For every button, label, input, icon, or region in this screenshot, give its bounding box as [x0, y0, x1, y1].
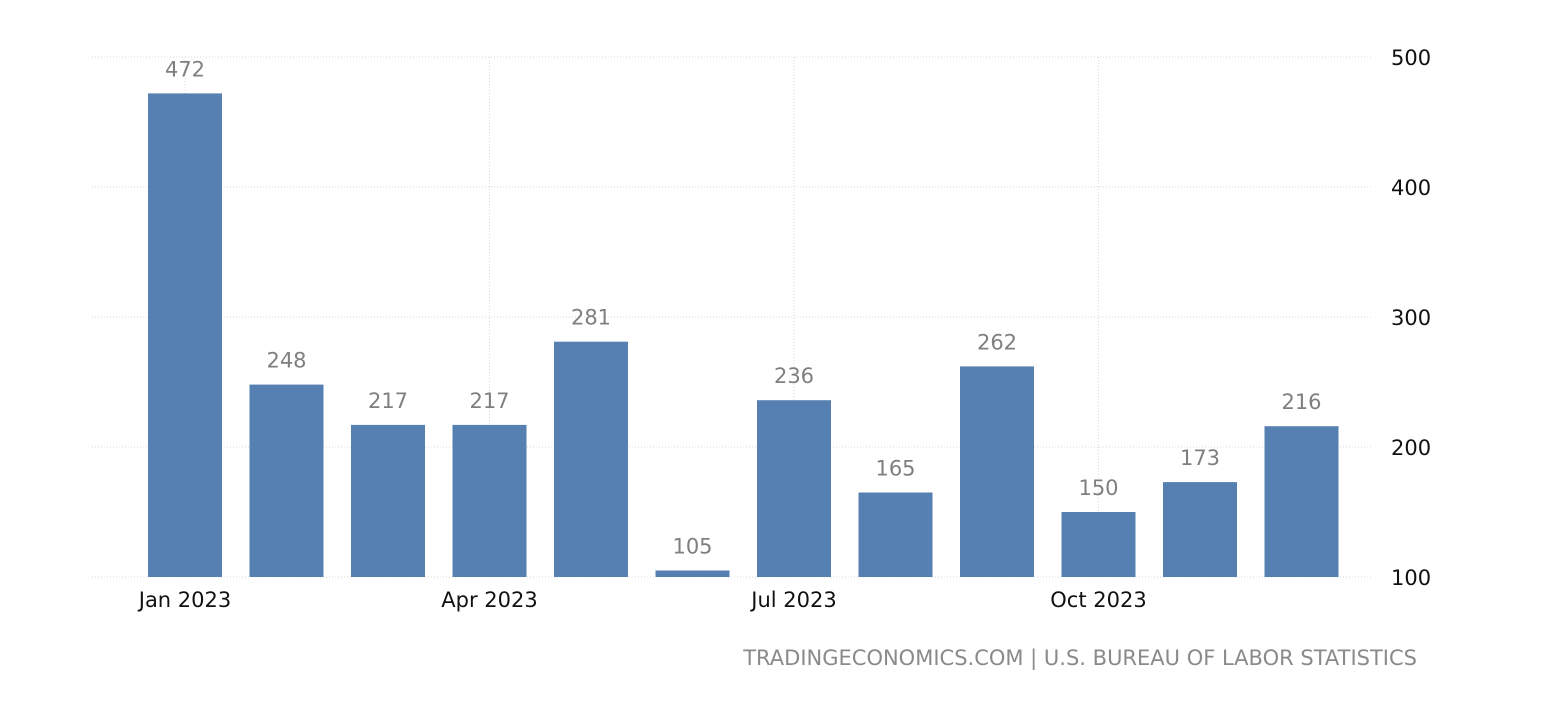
- data-label: 262: [977, 330, 1017, 354]
- data-label: 248: [266, 349, 306, 373]
- bar: [452, 424, 527, 577]
- y-tick-label: 200: [1391, 436, 1431, 460]
- x-tick-label: Apr 2023: [441, 588, 537, 612]
- bar: [351, 424, 425, 577]
- x-tick-label: Oct 2023: [1050, 588, 1146, 612]
- x-axis-ticks: Jan 2023 Apr 2023 Jul 2023 Oct 2023: [137, 588, 1147, 612]
- bars: [148, 93, 1339, 578]
- bar: [655, 570, 730, 577]
- x-tick-label: Jan 2023: [137, 588, 232, 612]
- bar: [858, 492, 933, 577]
- y-tick-label: 100: [1391, 566, 1431, 590]
- data-label: 173: [1180, 446, 1220, 470]
- bar: [249, 384, 324, 577]
- y-tick-label: 400: [1391, 176, 1431, 200]
- x-tick-label: Jul 2023: [749, 588, 836, 612]
- y-axis-ticks: 100 200 300 400 500: [1391, 46, 1431, 590]
- bar: [960, 366, 1034, 577]
- data-label: 105: [672, 535, 712, 559]
- bar-chart: 472 248 217 217 281 105 236 165 262 150 173 216 100…: [92, 46, 1431, 612]
- y-tick-label: 500: [1391, 46, 1431, 70]
- data-label: 216: [1281, 390, 1321, 414]
- data-label: 217: [368, 389, 408, 413]
- y-tick-label: 300: [1391, 306, 1431, 330]
- data-labels: 472 248 217 217 281 105 236 165 262 150 173 216: [165, 57, 1322, 558]
- bar: [1163, 482, 1237, 577]
- bar: [148, 93, 222, 578]
- bar: [1264, 426, 1339, 577]
- data-label: 165: [875, 457, 915, 481]
- data-label: 472: [165, 57, 205, 81]
- bar: [554, 341, 628, 577]
- data-label: 236: [774, 364, 814, 388]
- bar: [1061, 512, 1136, 577]
- bar: [757, 400, 831, 577]
- data-label: 217: [469, 389, 509, 413]
- data-label: 150: [1078, 476, 1118, 500]
- data-label: 281: [571, 306, 611, 330]
- source-attribution: TRADINGECONOMICS.COM | U.S. BUREAU OF LA…: [743, 646, 1417, 670]
